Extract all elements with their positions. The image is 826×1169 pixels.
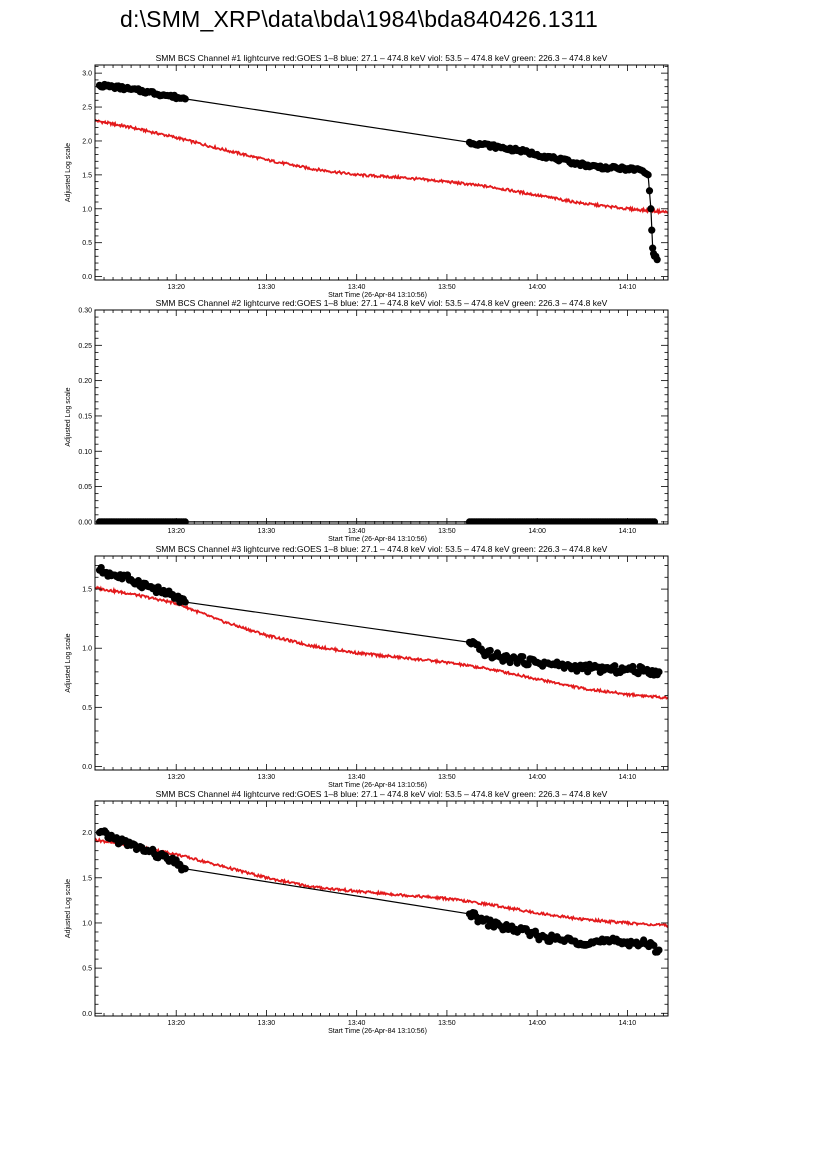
y-tick-label: 0.5	[82, 705, 92, 712]
y-tick-label: 0.15	[78, 413, 92, 420]
bcs-series-point	[649, 244, 657, 252]
bcs-series-point	[655, 668, 663, 676]
bcs-series-point	[634, 670, 642, 678]
bcs-series-point	[181, 865, 189, 873]
bcs-series-point	[653, 256, 661, 264]
y-tick-label: 0.20	[78, 378, 92, 385]
bcs-series-point	[648, 226, 656, 234]
y-tick-label: 2.5	[82, 105, 92, 112]
y-tick-label: 0.5	[82, 240, 92, 247]
y-tick-label: 0.5	[82, 966, 92, 973]
x-axis-label: Start Time (26-Apr-84 13:10:56)	[328, 292, 427, 299]
y-axis-label: Adjusted Log scale	[65, 879, 72, 938]
channel-1-chart: SMM BCS Channel #1 lightcurve red:GOES 1…	[65, 53, 669, 299]
y-tick-label: 3.0	[82, 71, 92, 78]
x-axis-label: Start Time (26-Apr-84 13:10:56)	[328, 782, 427, 789]
chart-title: SMM BCS Channel #4 lightcurve red:GOES 1…	[156, 789, 608, 799]
y-tick-label: 0.05	[78, 484, 92, 491]
x-tick-label: 14:10	[619, 774, 637, 781]
bcs-series-point	[97, 563, 105, 572]
x-tick-label: 14:10	[619, 528, 637, 535]
x-tick-label: 13:40	[348, 284, 366, 291]
y-tick-label: 1.5	[82, 875, 92, 882]
goes-series-line	[95, 837, 668, 928]
y-tick-label: 2.0	[82, 138, 92, 145]
bcs-series-point	[181, 95, 189, 103]
x-tick-label: 14:10	[619, 284, 637, 291]
x-tick-label: 13:30	[258, 284, 276, 291]
y-axis-label: Adjusted Log scale	[65, 633, 72, 692]
x-tick-label: 13:50	[438, 774, 456, 781]
x-tick-label: 13:20	[167, 284, 185, 291]
x-tick-label: 13:30	[258, 528, 276, 535]
x-tick-label: 13:30	[258, 774, 276, 781]
y-tick-label: 0.0	[82, 764, 92, 771]
bcs-series-point	[486, 646, 494, 655]
bcs-series-point	[650, 941, 658, 950]
plot-frame	[94, 64, 669, 281]
x-tick-label: 13:40	[348, 774, 366, 781]
y-tick-label: 1.5	[82, 172, 92, 179]
plot-frame	[94, 800, 669, 1017]
x-tick-label: 14:00	[528, 774, 546, 781]
bcs-series-point	[134, 577, 142, 585]
channel-3-chart: SMM BCS Channel #3 lightcurve red:GOES 1…	[65, 544, 669, 789]
plot-frame	[94, 309, 669, 525]
x-tick-label: 13:50	[438, 284, 456, 291]
bcs-series-point	[655, 946, 663, 954]
chart-title: SMM BCS Channel #3 lightcurve red:GOES 1…	[156, 544, 608, 554]
x-tick-label: 14:10	[619, 1020, 637, 1027]
y-tick-label: 1.0	[82, 646, 92, 653]
bcs-series-point	[611, 662, 619, 670]
y-tick-label: 1.0	[82, 206, 92, 213]
page-title: d:\SMM_XRP\data\bda\1984\bda840426.1311	[120, 6, 598, 32]
x-tick-label: 13:50	[438, 1020, 456, 1027]
x-tick-label: 13:20	[167, 1020, 185, 1027]
chart-title: SMM BCS Channel #2 lightcurve red:GOES 1…	[156, 298, 608, 308]
x-tick-label: 13:20	[167, 774, 185, 781]
x-tick-label: 13:40	[348, 1020, 366, 1027]
x-tick-label: 14:00	[528, 284, 546, 291]
goes-series-line	[95, 585, 668, 700]
y-tick-label: 1.5	[82, 587, 92, 594]
y-tick-label: 0.10	[78, 449, 92, 456]
y-tick-label: 0.25	[78, 343, 92, 350]
goes-series-line	[95, 118, 668, 216]
x-tick-label: 13:50	[438, 528, 456, 535]
bcs-series-point	[181, 598, 189, 606]
y-tick-label: 0.00	[78, 519, 92, 526]
y-tick-label: 2.0	[82, 830, 92, 837]
y-tick-label: 0.0	[82, 1011, 92, 1018]
channel-2-chart: SMM BCS Channel #2 lightcurve red:GOES 1…	[65, 298, 669, 543]
bcs-series-point	[645, 187, 654, 195]
bcs-series-point	[524, 661, 532, 669]
bcs-series-line	[99, 832, 660, 951]
x-tick-label: 13:20	[167, 528, 185, 535]
x-tick-label: 14:00	[528, 528, 546, 535]
y-axis-label: Adjusted Log scale	[65, 387, 72, 446]
channel-4-chart: SMM BCS Channel #4 lightcurve red:GOES 1…	[65, 789, 669, 1035]
x-tick-label: 13:40	[348, 528, 366, 535]
y-tick-label: 0.30	[78, 308, 92, 315]
bcs-series-point	[519, 653, 527, 661]
x-axis-label: Start Time (26-Apr-84 13:10:56)	[328, 536, 427, 543]
y-tick-label: 1.0	[82, 920, 92, 927]
x-tick-label: 14:00	[528, 1020, 546, 1027]
x-axis-label: Start Time (26-Apr-84 13:10:56)	[328, 1028, 427, 1035]
plot-frame	[94, 555, 669, 771]
y-axis-label: Adjusted Log scale	[65, 143, 72, 202]
chart-title: SMM BCS Channel #1 lightcurve red:GOES 1…	[156, 53, 608, 63]
y-tick-label: 0.0	[82, 274, 92, 281]
bcs-series-point	[644, 171, 652, 179]
x-tick-label: 13:30	[258, 1020, 276, 1027]
bcs-series-point	[647, 205, 655, 213]
